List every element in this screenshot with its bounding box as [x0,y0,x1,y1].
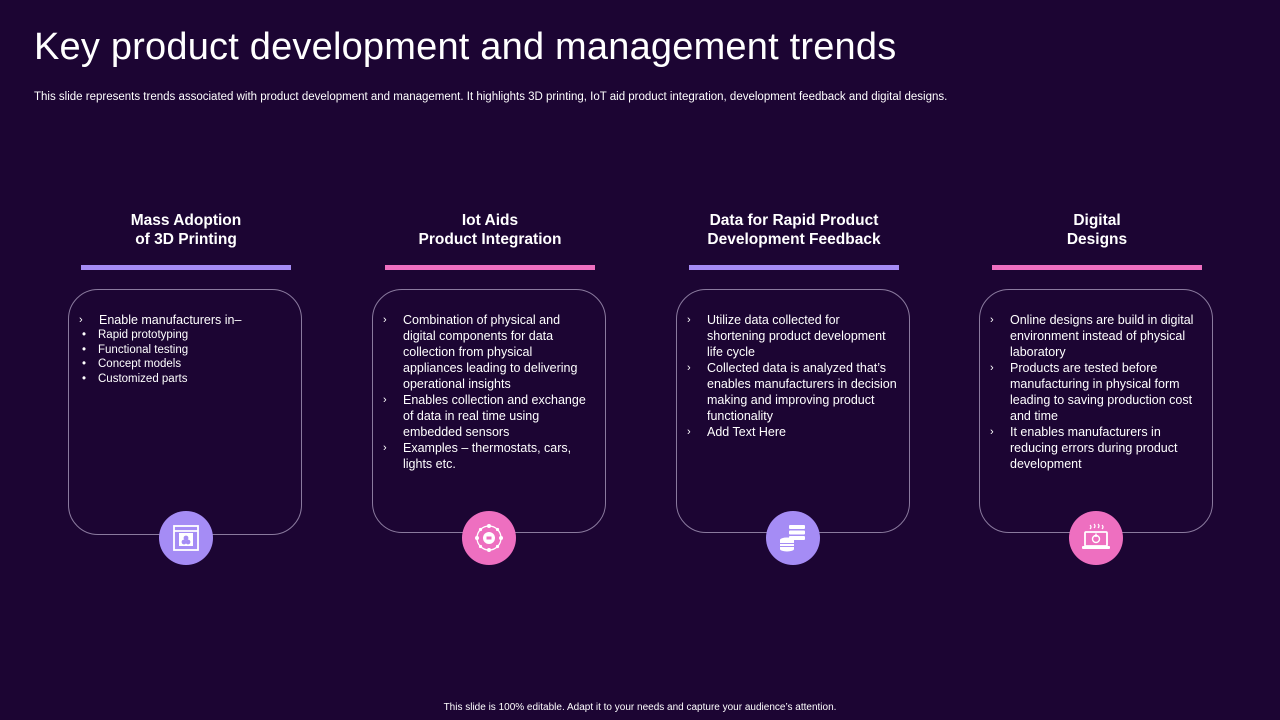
list-item: › Enables collection and exchange of data… [383,392,595,440]
list-item: › It enables manufacturers in reducing er… [990,424,1202,472]
trend-column-data-feedback: Data for Rapid Product Development Feedb… [674,210,914,565]
list-item: › Examples – thermostats, cars, lights et… [383,440,595,472]
accent-bar [81,265,291,270]
heading-line-2: Designs [1066,231,1128,248]
chevron-icon: › [383,442,387,454]
column-heading: Mass Adoption of 3D Printing [66,210,306,250]
slide-subtitle: This slide represents trends associated … [34,91,948,103]
digital-design-laptop-icon [1069,511,1123,565]
bullet-text: Combination of physical and digital comp… [403,313,578,391]
3d-printer-icon [159,511,213,565]
slide-footer: This slide is 100% editable. Adapt it to… [443,702,837,713]
bullet-text: It enables manufacturers in reducing err… [1010,425,1178,471]
accent-bar [385,265,595,270]
bullet-text: Enables collection and exchange of data … [403,393,586,439]
sub-bullet-text: Rapid prototyping [98,329,189,341]
dot-icon: • [82,343,87,356]
heading-line-1: Iot Aids [461,212,519,229]
heading-line-2: Development Feedback [707,231,881,248]
dot-icon: • [82,358,87,370]
heading-line-1: Digital [1073,212,1121,229]
dot-icon: • [82,329,87,341]
column-heading: Iot Aids Product Integration [370,210,610,250]
heading-line-2: Product Integration [418,231,562,248]
heading-line-1: Mass Adoption [130,212,242,229]
iot-network-icon [462,511,516,565]
bullet-text: Enable manufacturers in– [99,313,242,327]
slide-title: Key product development and management t… [34,26,897,68]
trend-column-digital-designs: Digital Designs › Online designs are buil… [977,210,1217,565]
list-item: • Concept models [82,357,301,372]
list-item: › Combination of physical and digital com… [383,312,595,392]
heading-line-2: of 3D Printing [135,231,237,248]
dot-icon: • [82,372,87,385]
list-item: • Customized parts [82,372,301,387]
chevron-icon: › [687,362,691,374]
column-heading: Digital Designs [977,210,1217,250]
chevron-icon: › [79,314,83,326]
chevron-icon: › [383,314,387,326]
database-icon [766,511,820,565]
chevron-icon: › [990,362,994,374]
bullet-text: Products are tested before manufacturing… [1010,361,1193,423]
chevron-icon: › [990,314,994,326]
list-item: › Utilize data collected for shortening p… [687,312,899,360]
sub-bullet-text: Functional testing [98,343,189,356]
bullet-text: Add Text Here [707,425,786,439]
accent-bar [689,265,899,270]
bullet-text: Examples – thermostats, cars, lights etc… [403,441,572,471]
sub-bullet-text: Concept models [98,358,182,370]
accent-bar [992,265,1202,270]
bullet-text: Online designs are build in digital envi… [1010,313,1194,359]
chevron-icon: › [687,314,691,326]
bullet-text: Utilize data collected for shortening pr… [707,313,886,359]
list-item: › Enable manufacturers in– [79,312,291,328]
list-item: • Functional testing [82,343,301,358]
trend-column-3d-printing: Mass Adoption of 3D Printing › Enable ma… [66,210,306,565]
list-item: › Online designs are build in digital env… [990,312,1202,360]
bullet-text: Collected data is analyzed that’s enable… [707,361,897,423]
content-card: › Online designs are build in digital env… [979,289,1213,533]
list-item: › Collected data is analyzed that’s enabl… [687,360,899,424]
content-card: › Utilize data collected for shortening p… [676,289,910,533]
sub-bullet-text: Customized parts [98,372,188,385]
list-item: › Products are tested before manufacturin… [990,360,1202,424]
content-card: › Combination of physical and digital com… [372,289,606,533]
chevron-icon: › [990,426,994,438]
list-item: • Rapid prototyping [82,328,301,343]
list-item: › Add Text Here [687,424,899,440]
content-card: › Enable manufacturers in– • Rapid protot… [68,289,302,535]
heading-line-1: Data for Rapid Product [709,212,879,229]
chevron-icon: › [383,394,387,406]
chevron-icon: › [687,426,691,438]
trend-column-iot: Iot Aids Product Integration › Combinatio… [370,210,610,565]
column-heading: Data for Rapid Product Development Feedb… [674,210,914,250]
